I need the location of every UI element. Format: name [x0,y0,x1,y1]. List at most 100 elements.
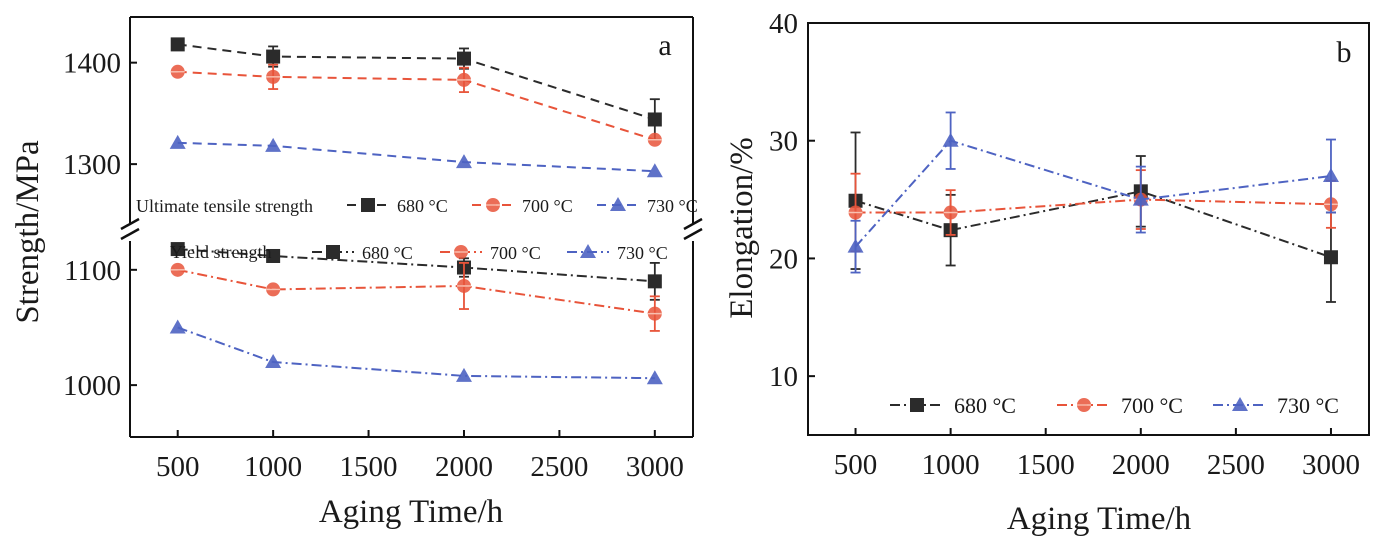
x-tick-label-500: 500 [834,449,878,481]
series-line-680-c [855,190,1332,259]
panel-a-x-ticks: 500 1000 1500 2000 2500 3000 [156,430,684,483]
y-tick-label-1300: 1300 [63,149,121,181]
data-point-uts-680-c-3000 [647,112,662,127]
axis-break-left [120,217,140,241]
panel-b-x-ticks: 500 1000 1500 2000 2500 3000 [834,428,1360,481]
legend-group-label-yield: Yield strength [170,242,272,262]
data-point-uts-700-c-3000 [647,132,662,147]
x-tick-label-3000: 3000 [1302,449,1360,481]
legend-marker-ys-680-c [326,245,340,259]
legend-label-680-c: 680 °C [954,393,1016,418]
series-line-uts-680-c [177,43,656,121]
panel-b-elongation-chart: 500 1000 1500 2000 2500 3000 10 20 30 40 Aging T… [724,8,1370,537]
legend-label-ys-730-c: 730 °C [617,243,668,263]
data-point-ys-700-c-1000 [266,282,281,297]
panel-a-strength-chart: 500 1000 1500 2000 2500 3000 1300 1400 1000 1100… [10,16,703,530]
data-point-730-c-500 [847,238,864,253]
legend-label-ys-680-c: 680 °C [362,243,413,263]
data-point-uts-680-c-2000 [456,51,471,66]
data-point-uts-730-c-1000 [265,137,282,152]
panel-b-legend: 680 °C 700 °C 730 °C [890,393,1339,418]
panel-b-frame [807,22,1370,436]
legend-label-ys-700-c: 700 °C [490,243,541,263]
series-line-uts-700-c [177,70,656,141]
data-point-ys-700-c-3000 [647,306,662,321]
data-point-uts-680-c-500 [170,37,185,52]
legend-marker-uts-680-c [361,198,375,212]
panel-b-y-axis-title: Elongation/% [724,137,760,318]
x-tick-label-3000: 3000 [626,451,684,483]
legend-label-uts-700-c: 700 °C [522,196,573,216]
legend-label-730-c: 730 °C [1277,393,1339,418]
data-point-ys-680-c-500 [170,242,185,257]
legend-marker-700-c [1077,398,1091,412]
panel-a-legend-ultimate: Ultimate tensile strength 680 °C 700 °C 73… [136,196,698,216]
panel-b-letter: b [1337,36,1352,69]
panel-a-legend-yield: Yield strength 680 °C 700 °C 730 °C [170,242,668,263]
y-tick-label-1100: 1100 [64,255,121,287]
data-point-uts-730-c-500 [169,134,186,149]
axis-break-right [683,217,703,241]
y-tick-label-20: 20 [769,243,798,275]
y-tick-label-40: 40 [769,8,798,40]
panel-a-y-axis-title: Strength/MPa [10,140,46,324]
x-tick-label-1500: 1500 [1017,449,1075,481]
panel-a-y-ticks: 1300 1400 1000 1100 [63,48,137,402]
data-point-uts-700-c-1000 [266,69,281,84]
data-point-ys-680-c-3000 [647,274,662,289]
y-tick-label-1400: 1400 [63,48,121,80]
series-line-ys-730-c [177,326,655,380]
legend-label-uts-730-c: 730 °C [647,196,698,216]
data-point-ys-730-c-3000 [646,370,663,385]
data-point-700-c-1000 [943,205,958,220]
data-point-ys-700-c-500 [170,262,185,277]
series-line-ys-700-c [177,268,655,315]
data-point-uts-730-c-2000 [455,154,472,169]
legend-marker-730-c [1232,397,1248,411]
data-point-uts-730-c-3000 [646,163,663,178]
data-point-700-c-500 [848,205,863,220]
panel-a-x-axis-title: Aging Time/h [319,494,504,530]
series-line-ys-680-c [177,248,655,283]
data-point-uts-680-c-1000 [266,49,281,64]
series-line-uts-730-c [177,141,655,173]
legend-label-700-c: 700 °C [1121,393,1183,418]
panel-a-letter: a [658,29,671,62]
data-point-730-c-1000 [942,132,959,147]
x-tick-label-1000: 1000 [922,449,980,481]
panel-a-plot-area [169,37,663,385]
y-tick-label-10: 10 [769,361,798,393]
panel-b-x-axis-title: Aging Time/h [1007,501,1192,537]
data-point-ys-730-c-500 [169,319,186,334]
data-point-ys-700-c-2000 [456,278,471,293]
series-line-730-c [854,139,1332,248]
y-tick-label-30: 30 [769,126,798,158]
x-tick-label-2500: 2500 [530,451,588,483]
data-point-ys-730-c-2000 [455,367,472,382]
data-point-730-c-2000 [1132,191,1149,206]
series-line-700-c [855,198,1331,214]
data-point-uts-700-c-500 [170,64,185,79]
y-tick-label-1000: 1000 [63,370,121,402]
legend-marker-uts-700-c [486,198,500,212]
data-point-ys-730-c-1000 [265,354,282,369]
data-point-ys-680-c-1000 [266,248,281,263]
legend-marker-uts-730-c [610,197,626,211]
legend-label-uts-680-c: 680 °C [397,196,448,216]
panel-b-plot-area [847,111,1339,303]
x-tick-label-2000: 2000 [435,451,493,483]
legend-marker-680-c [910,398,924,412]
legend-group-label-ultimate: Ultimate tensile strength [136,196,313,216]
data-point-680-c-3000 [1323,250,1338,265]
legend-marker-ys-730-c [580,244,596,258]
x-tick-label-2500: 2500 [1207,449,1265,481]
x-tick-label-2000: 2000 [1112,449,1170,481]
legend-marker-ys-700-c [454,245,468,259]
x-tick-label-1000: 1000 [244,451,302,483]
data-point-730-c-3000 [1322,168,1339,183]
panel-b-y-ticks: 10 20 30 40 [769,8,815,393]
x-tick-label-500: 500 [156,451,200,483]
x-tick-label-1500: 1500 [340,451,398,483]
data-point-uts-700-c-2000 [456,72,471,87]
